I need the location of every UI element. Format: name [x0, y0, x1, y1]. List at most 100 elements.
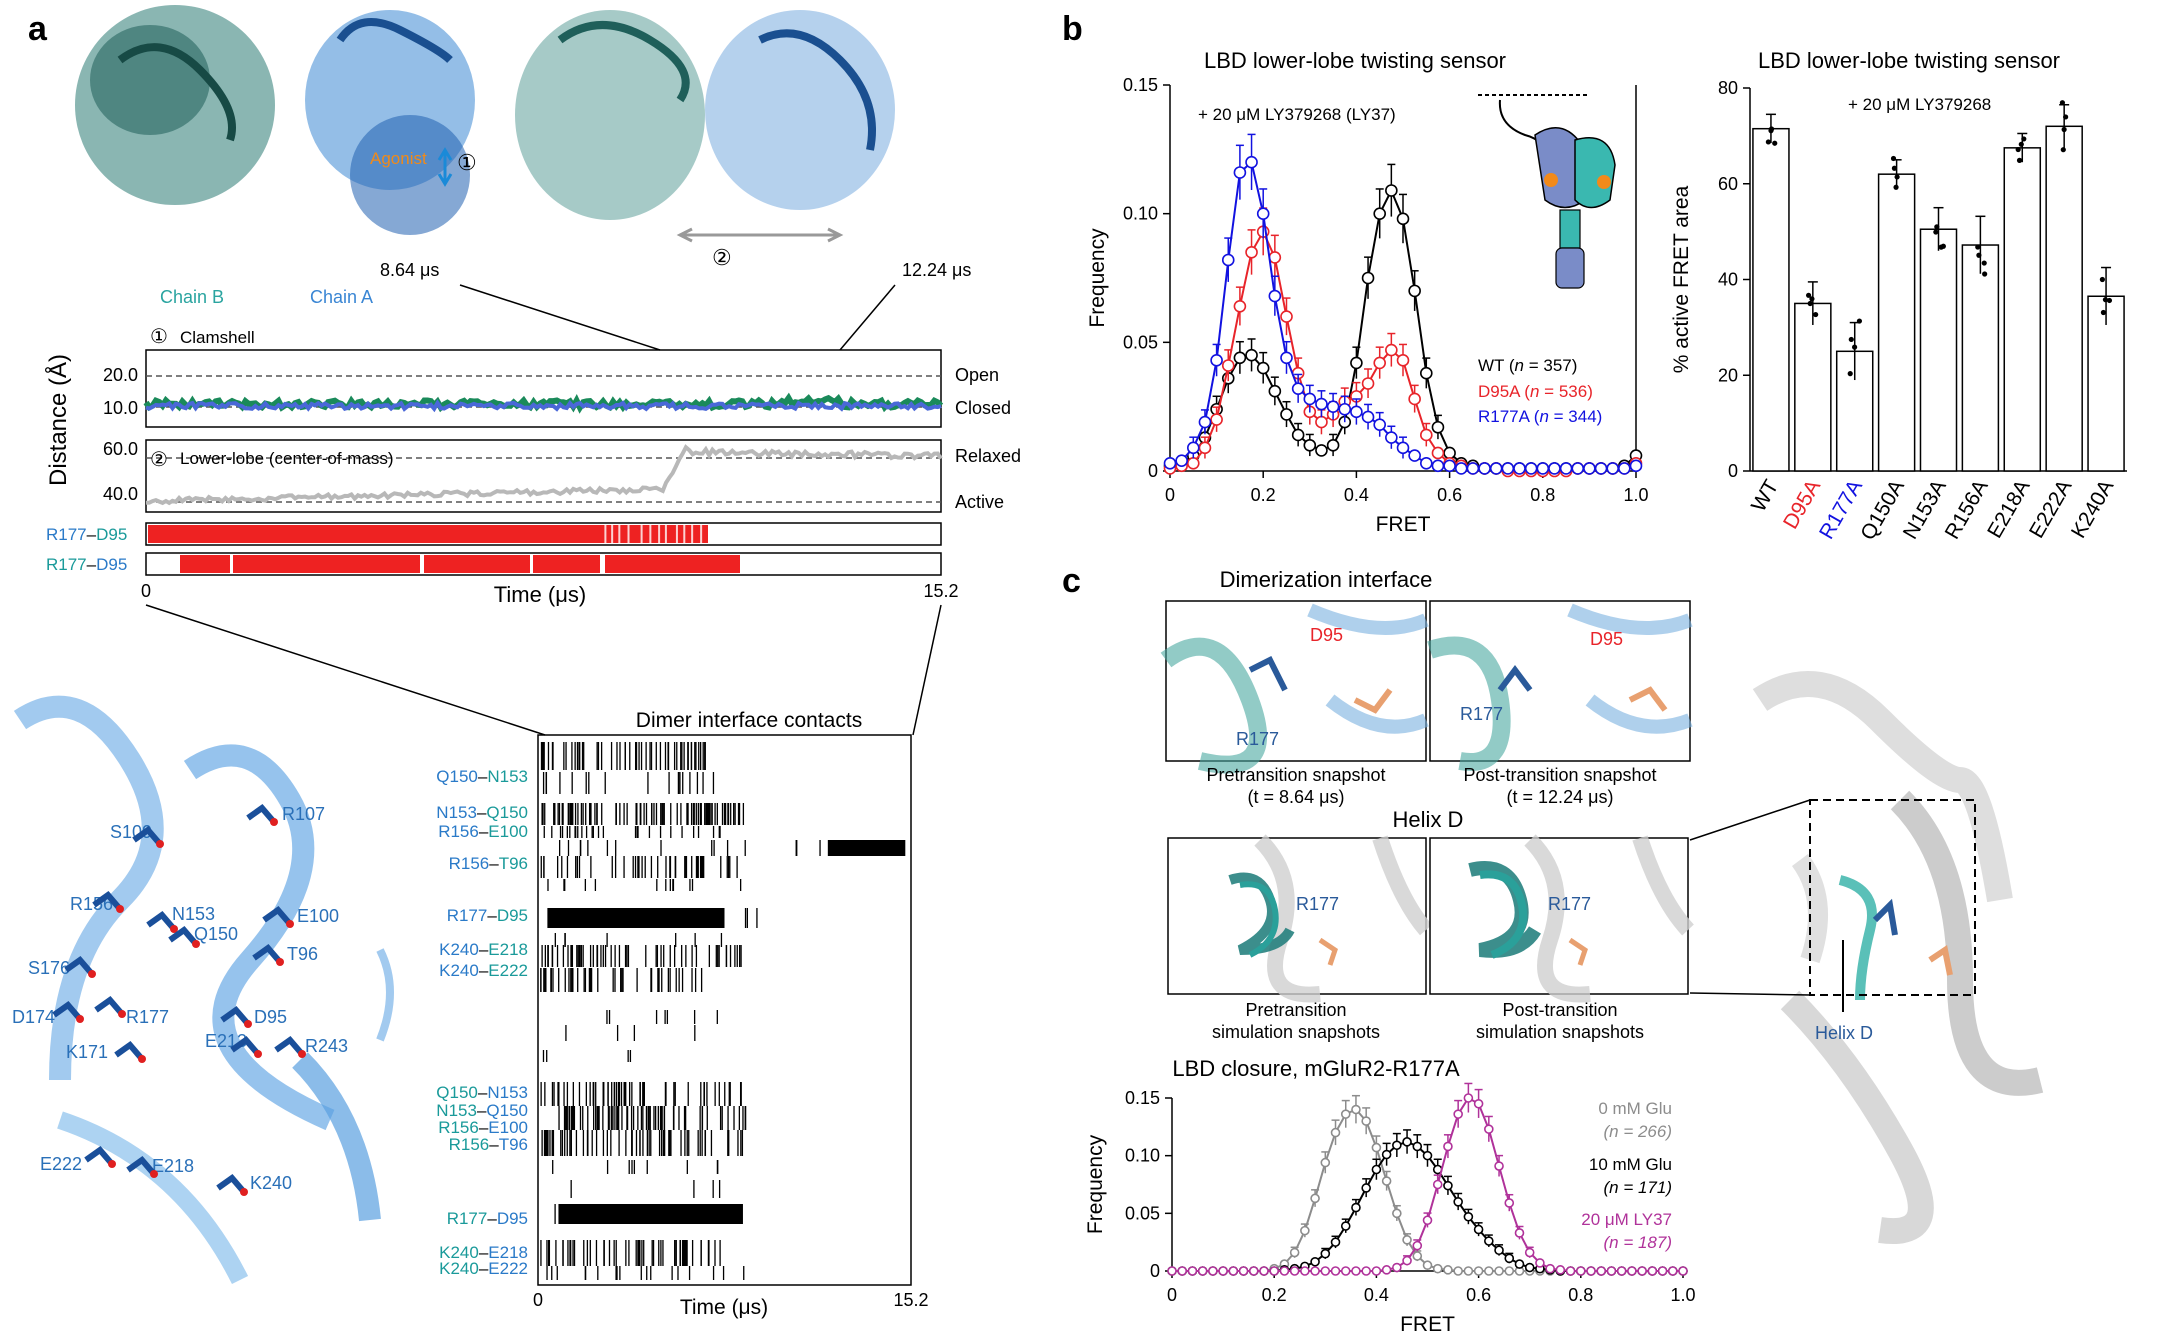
- data-point: [1565, 1266, 1576, 1276]
- contact-tick: [650, 1130, 652, 1156]
- contact-tick: [580, 803, 583, 825]
- contact-tick: [572, 803, 574, 825]
- data-point: [1233, 300, 1247, 313]
- svg-text:WT (n = 357): WT (n = 357): [1478, 356, 1577, 375]
- data-point: [1535, 1258, 1545, 1268]
- contact-tick: [677, 1266, 679, 1280]
- contact-tick: [701, 1106, 703, 1130]
- category-label: K240A: [2067, 476, 2118, 542]
- svg-text:K240: K240: [250, 1173, 292, 1193]
- data-point: [1501, 462, 1515, 475]
- data-point: [1340, 1266, 1351, 1276]
- contact-tick: [728, 1082, 730, 1106]
- contact-tick: [695, 803, 697, 825]
- contact-tick: [675, 933, 677, 947]
- contact-tick: [566, 1082, 569, 1106]
- contact-tick: [719, 826, 721, 838]
- contact-tick: [589, 803, 591, 825]
- contact-tick: [700, 1082, 702, 1106]
- contact-tick: [621, 1106, 623, 1130]
- contact-tick: [615, 1266, 617, 1280]
- contact-tick: [708, 1240, 710, 1266]
- data-point: [1197, 1266, 1208, 1276]
- contact-tick: [600, 945, 602, 967]
- x-axis-label: FRET: [1376, 513, 1431, 536]
- contact-tick: [554, 803, 556, 825]
- contact-tick: [660, 908, 662, 928]
- contact-tick: [543, 826, 545, 838]
- contact-tick: [612, 968, 614, 992]
- replicate-dot: [1891, 165, 1898, 171]
- residue-stick: [94, 995, 125, 1016]
- data-point: [1385, 343, 1398, 357]
- data-point: [1583, 462, 1596, 475]
- contact-tick: [588, 772, 590, 794]
- contact-tick: [565, 1106, 568, 1130]
- contact-tick: [726, 856, 728, 878]
- data-point: [1396, 441, 1410, 455]
- contact-tick: [683, 742, 685, 770]
- contact-tick: [564, 879, 566, 891]
- ytick-40: 40.0: [103, 484, 138, 504]
- contact-tick: [573, 1106, 576, 1130]
- contact-tick: [681, 826, 683, 838]
- contact-tick: [614, 856, 617, 878]
- contact-tick: [694, 742, 696, 770]
- contact-tick: [677, 772, 680, 794]
- zoom-box: [1809, 799, 1976, 996]
- replicate-dot: [1933, 229, 1939, 235]
- contact-tick: [686, 1160, 688, 1174]
- contact-tick: [672, 879, 675, 891]
- contact-tick: [642, 1082, 644, 1106]
- data-point: [1163, 456, 1177, 470]
- protein-structure-post: [515, 10, 895, 220]
- contact-tick: [631, 1130, 633, 1156]
- contact-tick: [899, 840, 902, 856]
- contact-tick: [610, 742, 613, 770]
- data-point: [1351, 1202, 1361, 1213]
- contact-tick: [680, 1130, 682, 1156]
- contact-tick: [610, 1130, 612, 1156]
- contact-pair-label: K240–E222: [439, 961, 528, 980]
- contact-tick: [592, 945, 594, 967]
- data-point: [1524, 1247, 1535, 1258]
- contact-tick: [616, 1106, 619, 1130]
- replicate-dot: [1981, 260, 1987, 266]
- contact-tick: [576, 742, 579, 770]
- data-point: [1373, 356, 1386, 370]
- contact-tick: [546, 1240, 548, 1266]
- data-point: [1473, 1098, 1484, 1109]
- data-point: [1431, 420, 1445, 434]
- contact-tick: [634, 856, 637, 878]
- contact-tick: [587, 1130, 589, 1156]
- contact-tick: [626, 945, 628, 967]
- data-point: [1361, 1116, 1371, 1126]
- contact-tick: [620, 968, 622, 992]
- svg-text:E218: E218: [152, 1156, 194, 1176]
- contact-tick: [543, 968, 545, 992]
- data-point: [1310, 1256, 1320, 1267]
- contact-pair-label: Q150–N153: [436, 767, 528, 786]
- contact-fill: [180, 555, 740, 573]
- contact-tick: [579, 1204, 582, 1224]
- contact-tick: [711, 803, 713, 825]
- contact-tick: [744, 908, 747, 928]
- data-point: [1453, 1266, 1463, 1276]
- contact-tick: [650, 742, 653, 770]
- contact-tick: [684, 1130, 686, 1156]
- contact-tick: [637, 856, 639, 878]
- data-point: [1647, 1266, 1658, 1276]
- contact-tick: [606, 1130, 609, 1156]
- contact-tick: [663, 945, 665, 967]
- contact-tick: [704, 1130, 706, 1156]
- replicate-dot: [2106, 297, 2113, 304]
- contact-tick: [586, 1240, 589, 1266]
- contact-tick: [635, 803, 637, 825]
- contact-tick: [579, 1106, 582, 1130]
- contact-tick: [665, 879, 667, 891]
- contact-tick: [727, 1106, 729, 1130]
- contact-tick: [597, 1266, 599, 1280]
- contact-tick: [611, 856, 613, 878]
- contact-tick: [547, 1130, 549, 1156]
